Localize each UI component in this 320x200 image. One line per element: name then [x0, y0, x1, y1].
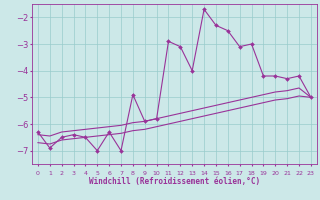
X-axis label: Windchill (Refroidissement éolien,°C): Windchill (Refroidissement éolien,°C)	[89, 177, 260, 186]
